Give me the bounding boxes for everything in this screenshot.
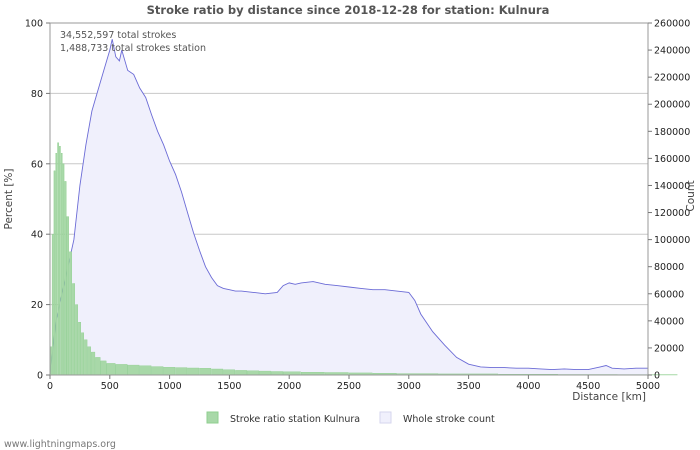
x-tick-label: 1500 [217, 381, 241, 392]
annotation-station-strokes: 1,488,733 total strokes station [60, 43, 206, 54]
ratio-bar [53, 170, 56, 376]
ratio-bar [59, 145, 61, 376]
x-tick-label: 5000 [636, 381, 660, 392]
x-tick-label: 3500 [457, 381, 481, 392]
ratio-bar [81, 332, 85, 376]
y-right-axis-ticks: 0 20000 40000 60000 80000 100000 120000 140000 1… [648, 19, 690, 382]
ratio-bar [139, 365, 152, 376]
ratio-bar [64, 181, 67, 376]
ratio-bar [66, 216, 69, 376]
x-tick-label: 500 [101, 381, 119, 392]
ratio-bar [87, 346, 91, 376]
y-left-tick-label: 60 [31, 159, 43, 170]
x-tick-label: 2500 [337, 381, 361, 392]
ratio-bar [151, 366, 164, 376]
y-right-tick-label: 260000 [654, 19, 690, 30]
y-right-tick-label: 180000 [654, 127, 690, 138]
ratio-bar [69, 251, 73, 376]
ratio-bar [187, 367, 200, 376]
ratio-bar [100, 360, 107, 376]
ratio-bar [163, 367, 176, 376]
x-tick-label: 2000 [277, 381, 301, 392]
y-left-axis-label: Percent [%] [3, 168, 15, 229]
x-tick-label: 4000 [516, 381, 540, 392]
chart-title: Stroke ratio by distance since 2018-12-2… [147, 3, 550, 17]
legend-label-whole-count: Whole stroke count [403, 414, 495, 425]
y-right-tick-label: 20000 [654, 343, 684, 354]
ratio-bar [72, 283, 76, 376]
y-right-tick-label: 220000 [654, 73, 690, 84]
y-right-tick-label: 60000 [654, 289, 684, 300]
ratio-bar [247, 370, 259, 376]
x-tick-label: 4500 [576, 381, 600, 392]
y-left-tick-label: 40 [31, 230, 43, 241]
y-right-tick-label: 240000 [654, 46, 690, 57]
ratio-bar [115, 364, 128, 376]
legend-swatch-whole-count [379, 411, 392, 424]
annotation-total-strokes: 34,552,597 total strokes [60, 30, 176, 41]
ratio-bar [91, 351, 96, 376]
y-right-tick-label: 200000 [654, 100, 690, 111]
ratio-bar [57, 142, 59, 376]
legend: Stroke ratio station Kulnura Whole strok… [206, 411, 495, 425]
ratio-bar [259, 370, 271, 376]
ratio-bar [271, 371, 283, 376]
x-tick-label: 1000 [158, 381, 182, 392]
y-right-tick-label: 140000 [654, 181, 690, 192]
ratio-bar [235, 370, 247, 376]
ratio-bar [95, 357, 101, 376]
ratio-bar [55, 152, 58, 376]
ratio-bar [211, 368, 224, 376]
x-axis-ticks: 0 500 1000 1500 2000 2500 3000 3500 4000 4500 5000 [47, 375, 660, 392]
y-right-axis-label: Count [685, 180, 697, 211]
y-right-tick-label: 120000 [654, 208, 690, 219]
ratio-bar [62, 163, 65, 376]
station-ratio-bars [50, 142, 678, 376]
ratio-bar [50, 346, 52, 376]
y-right-tick-label: 100000 [654, 235, 690, 246]
ratio-bar [106, 363, 116, 376]
x-axis-label: Distance [km] [572, 391, 646, 403]
y-left-tick-label: 0 [37, 371, 43, 382]
ratio-bar [127, 364, 140, 376]
footer-credit: www.lightningmaps.org [4, 439, 116, 450]
ratio-bar [75, 304, 79, 376]
whole-stroke-count-fill [50, 39, 648, 375]
y-left-tick-label: 80 [31, 89, 43, 100]
legend-swatch-station-ratio [206, 411, 219, 424]
y-right-tick-label: 0 [654, 371, 660, 382]
y-right-tick-label: 80000 [654, 262, 684, 273]
ratio-bar [223, 369, 235, 376]
y-left-axis-ticks: 0 20 40 60 80 100 [25, 19, 50, 382]
y-left-tick-label: 20 [31, 300, 43, 311]
x-tick-label: 3000 [397, 381, 421, 392]
x-tick-label: 0 [47, 381, 53, 392]
ratio-bar [175, 367, 188, 376]
y-right-tick-label: 40000 [654, 316, 684, 327]
whole-stroke-count-line [49, 39, 648, 376]
y-left-tick-label: 100 [25, 19, 43, 30]
ratio-bar [78, 322, 82, 376]
ratio-bar [51, 233, 54, 376]
ratio-bar [199, 368, 212, 376]
y-right-tick-label: 160000 [654, 154, 690, 165]
whole-stroke-count-area [49, 39, 648, 376]
ratio-bar [84, 339, 88, 376]
ratio-bar [60, 152, 63, 376]
legend-label-station-ratio: Stroke ratio station Kulnura [230, 414, 360, 425]
